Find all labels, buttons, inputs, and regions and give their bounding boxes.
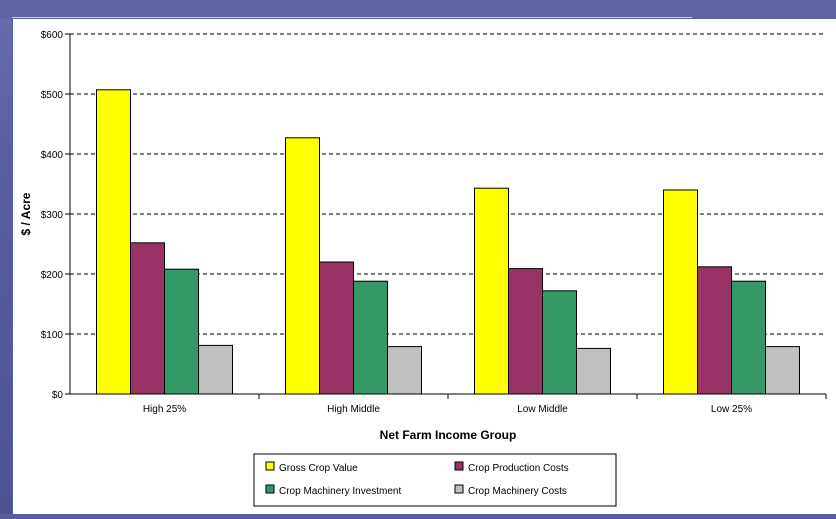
bar [542,290,577,395]
bar [198,344,233,395]
legend: Gross Crop Value Crop Production Costs Cro… [253,453,617,507]
x-tick-label: Low Middle [517,404,568,415]
y-tick-label: $500 [41,90,64,101]
legend-label: Crop Machinery Investment [279,486,401,497]
y-tick-label: $300 [41,210,64,221]
x-tick-label: High Middle [327,404,380,415]
background-left-band [0,0,12,514]
legend-label: Gross Crop Value [279,463,358,474]
bar [387,346,422,395]
legend-swatch [265,461,275,471]
bar-chart: $0$100$200$300$400$500$600 High 25% High … [19,30,827,507]
y-tick-label: $600 [41,30,64,41]
bar [130,242,165,395]
legend-box [253,453,617,507]
y-tick-label: $400 [41,150,64,161]
bar [508,268,543,395]
bar [96,89,131,395]
legend-label: Crop Production Costs [468,463,569,474]
legend-swatch [454,461,464,471]
background-divider-line [12,17,692,18]
legend-swatch [265,484,275,494]
x-tick-label: High 25% [143,404,186,415]
y-tick-label: $200 [41,270,64,281]
bar [164,268,199,395]
y-tick-label: $0 [52,390,64,401]
y-axis-ticks: $0 $100 $200 $300 $400 $500 $600 [41,30,70,401]
bar [474,187,509,395]
legend-swatch [454,484,464,494]
bar [765,346,800,395]
bar [697,266,732,395]
bars [96,89,800,395]
bar [576,347,611,395]
y-tick-label: $100 [41,330,64,341]
bar [319,261,354,395]
bar [285,137,320,395]
y-axis-label: $ / Acre [19,192,33,235]
legend-label: Crop Machinery Costs [468,486,567,497]
bar [353,280,388,395]
x-axis-label: Net Farm Income Group [380,428,517,442]
x-tick-label: Low 25% [711,404,752,415]
bar [731,280,766,395]
background-top-band [0,0,836,18]
x-axis-ticks: High 25% High Middle Low Middle Low 25% [143,394,827,415]
bar [663,189,698,395]
chart-panel: $0 $100 $200 $300 $400 $500 $600 High 25% High … [13,19,836,514]
